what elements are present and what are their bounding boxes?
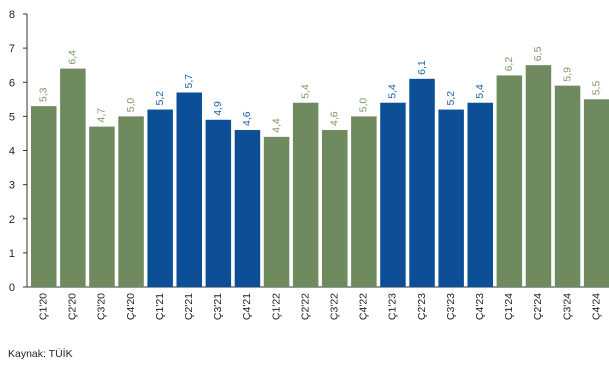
data-label: 5,9 [561,67,573,82]
data-label: 5,0 [125,98,137,113]
x-tick-label: Ç1'21 [154,293,166,320]
bar [438,109,464,287]
bar [31,106,57,287]
x-tick-label: Ç3'20 [96,293,108,320]
bar [89,126,115,287]
bar [147,109,173,287]
bar [351,116,377,287]
data-labels: 5,3 6,4 4,7 5,0 5,2 5,7 4,9 4,6 4,4 5,4 4,6 5,0 5,4 6… [38,46,603,132]
data-label: 6,1 [416,60,428,75]
bar [176,92,202,287]
y-tick-label: 6 [9,77,15,89]
y-tick-label: 4 [9,146,15,158]
x-tick-label: Ç4'24 [590,293,602,320]
x-tick-label: Ç4'23 [474,293,486,320]
x-tick-label: Ç1'22 [270,293,282,320]
x-tick-label: Ç4'20 [125,293,137,320]
bar [322,130,348,287]
x-tick-label: Ç2'23 [416,293,428,320]
y-tick-label: 1 [9,248,15,260]
bar [292,102,319,287]
x-tick-label: Ç1'24 [503,293,515,320]
bars [31,65,609,288]
bar [554,85,581,287]
bar [60,68,86,287]
bar [380,102,406,287]
bar [496,75,523,287]
y-tick-label: 3 [9,180,15,192]
data-label: 5,3 [38,87,50,102]
x-tick-label: Ç1'20 [38,293,50,320]
data-label: 5,0 [358,98,370,113]
bar [263,136,290,287]
x-axis-labels: Ç1'20 Ç2'20 Ç3'20 Ç4'20 Ç1'21 Ç2'21 Ç3'21 Ç4'21… [38,293,603,320]
x-tick-label: Ç3'23 [445,293,457,320]
x-tick-label: Ç3'22 [329,293,341,320]
data-label: 5,4 [387,84,399,99]
data-label: 4,6 [241,111,253,126]
y-tick-label: 0 [9,282,15,294]
bar [525,65,552,287]
y-tick-label: 8 [9,9,15,21]
data-label: 4,7 [96,108,108,123]
y-tick-label: 5 [9,111,15,123]
bar [409,78,435,288]
data-label: 6,5 [532,46,544,61]
x-tick-label: Ç2'20 [67,293,79,320]
data-label: 4,4 [270,118,282,133]
source-note: Kaynak: TÜİK [8,348,73,360]
data-label: 5,5 [590,81,602,96]
data-label: 6,2 [503,57,515,72]
x-tick-label: Ç3'21 [212,293,224,320]
data-label: 5,2 [445,91,457,106]
y-tick-label: 7 [9,43,15,55]
data-label: 5,4 [474,84,486,99]
bar [205,119,232,287]
x-tick-label: Ç4'21 [241,293,253,320]
data-label: 5,2 [154,91,166,106]
data-label: 5,7 [183,74,195,89]
bar [583,99,609,287]
data-label: 6,4 [67,50,79,65]
x-tick-label: Ç3'24 [561,293,573,320]
bar [118,116,144,287]
x-tick-label: Ç2'22 [299,293,311,320]
x-tick-label: Ç2'24 [532,293,544,320]
bar [467,102,493,287]
data-label: 5,4 [299,84,311,99]
y-tick-label: 2 [9,214,15,226]
data-label: 4,9 [212,101,224,116]
x-tick-label: Ç4'22 [358,293,370,320]
x-tick-label: Ç1'23 [387,293,399,320]
x-tick-label: Ç2'21 [183,293,195,320]
bar [234,130,261,287]
data-label: 4,6 [329,111,341,126]
